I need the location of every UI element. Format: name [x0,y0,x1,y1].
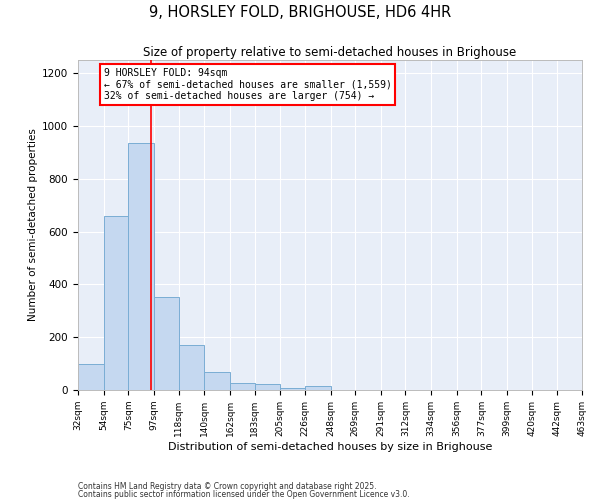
Bar [204,372,230,390]
Text: 9, HORSLEY FOLD, BRIGHOUSE, HD6 4HR: 9, HORSLEY FOLD, BRIGHOUSE, HD6 4HR [149,5,451,20]
Bar [78,364,104,390]
Title: Size of property relative to semi-detached houses in Brighouse: Size of property relative to semi-detach… [143,46,517,59]
Bar [230,382,254,390]
Bar [305,386,331,390]
Text: Contains HM Land Registry data © Crown copyright and database right 2025.: Contains HM Land Registry data © Crown c… [78,482,377,491]
Bar [179,345,204,390]
Text: 9 HORSLEY FOLD: 94sqm
← 67% of semi-detached houses are smaller (1,559)
32% of s: 9 HORSLEY FOLD: 94sqm ← 67% of semi-deta… [104,68,392,101]
Bar [104,216,128,390]
Y-axis label: Number of semi-detached properties: Number of semi-detached properties [28,128,38,322]
Bar [154,297,179,390]
Bar [128,144,154,390]
Bar [280,388,305,390]
Text: Contains public sector information licensed under the Open Government Licence v3: Contains public sector information licen… [78,490,410,499]
Bar [254,384,280,390]
X-axis label: Distribution of semi-detached houses by size in Brighouse: Distribution of semi-detached houses by … [168,442,492,452]
